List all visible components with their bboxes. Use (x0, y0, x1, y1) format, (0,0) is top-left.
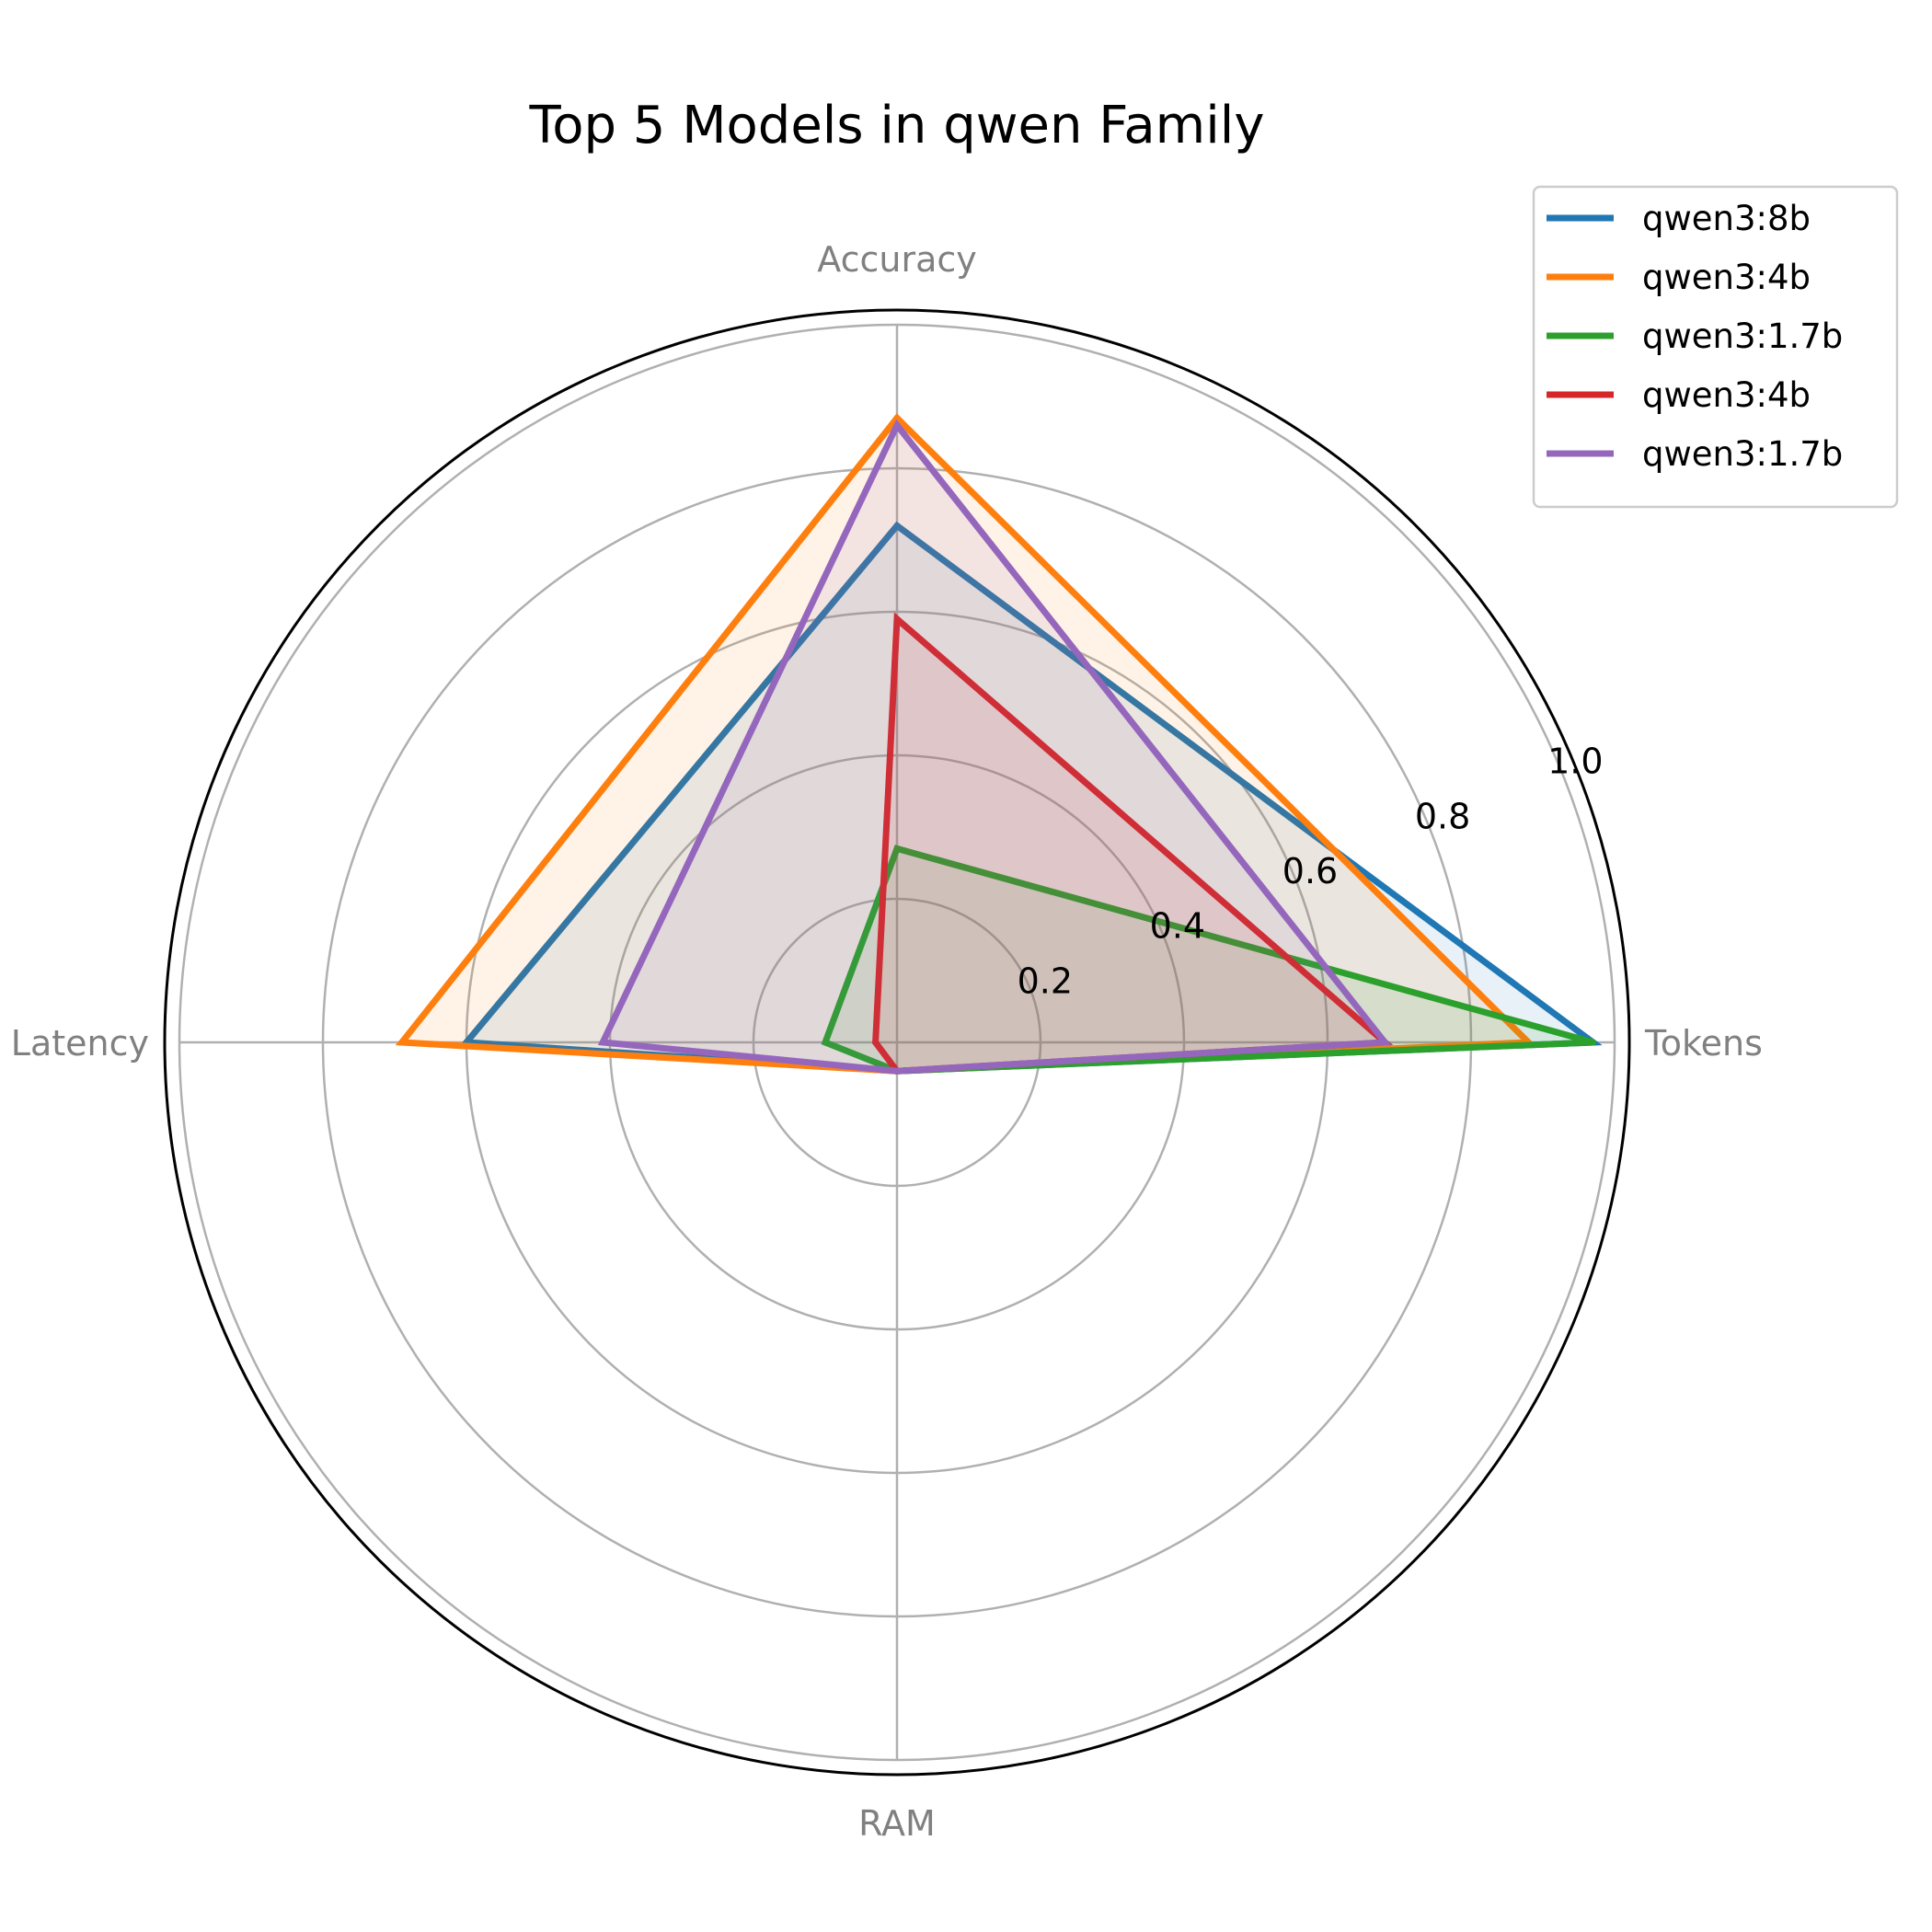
series-fill (466, 525, 1593, 1072)
axis-label: Tokens (1644, 1023, 1763, 1064)
series-point (893, 1067, 901, 1075)
series-point (1590, 1039, 1597, 1046)
radial-tick-label: 0.6 (1282, 851, 1338, 891)
series-point (599, 1039, 606, 1046)
series-point (822, 1039, 829, 1046)
legend-label: qwen3:4b (1642, 258, 1811, 297)
legend-label: qwen3:8b (1642, 199, 1811, 238)
series-point (1381, 1039, 1388, 1046)
axis-labels: Tokens Accuracy Latency RAM (11, 239, 1763, 1844)
grid (163, 308, 1631, 1777)
legend-box (1532, 185, 1899, 509)
chart-title: Top 5 Models in qwen Family (529, 96, 1265, 155)
legend-label: qwen3:4b (1642, 375, 1811, 415)
outer-frame (163, 308, 1631, 1777)
radial-tick-label: 0.2 (1018, 960, 1073, 1001)
radial-tick-label: 0.4 (1150, 906, 1205, 947)
series-layer (395, 413, 1603, 1075)
radial-ticks: 0.2 0.4 0.6 0.8 1.0 (1018, 742, 1604, 1002)
series-fill (875, 618, 1386, 1072)
series-fill (603, 425, 1386, 1072)
legend-label: qwen3:1.7b (1642, 316, 1843, 356)
series-point (893, 522, 901, 529)
series-point (872, 1039, 880, 1046)
radial-tick-label: 1.0 (1547, 742, 1603, 782)
legend: qwen3:8b qwen3:4b qwen3:1.7b qwen3:4b qwen3:… (1532, 185, 1899, 509)
series-fill (825, 848, 1593, 1072)
series-fill (401, 418, 1529, 1072)
series-point (398, 1039, 406, 1046)
axis-label: Latency (11, 1023, 149, 1064)
radial-tick-label: 0.8 (1415, 796, 1470, 836)
series-point (893, 421, 901, 429)
legend-label: qwen3:1.7b (1642, 434, 1843, 474)
axis-label: Accuracy (817, 239, 977, 280)
series-point (893, 414, 901, 421)
axis-label: RAM (858, 1803, 936, 1844)
series-point (893, 845, 901, 852)
series-point (893, 615, 901, 623)
